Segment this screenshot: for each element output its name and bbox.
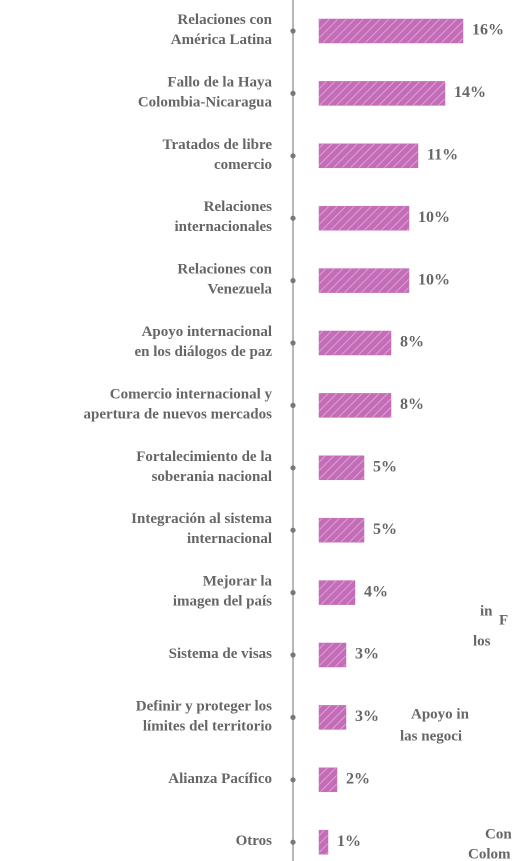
axis-dot	[290, 278, 296, 284]
axis-dot	[290, 777, 296, 783]
bar	[318, 705, 347, 730]
annotation: F	[499, 612, 508, 628]
bar	[318, 268, 410, 293]
axis-dot	[290, 153, 296, 159]
bar	[318, 330, 392, 356]
axis-dot	[290, 465, 296, 471]
category-label: Relaciones con Venezuela	[177, 262, 272, 298]
axis-dot	[290, 215, 296, 221]
bar	[318, 393, 392, 418]
value-label: 11%	[427, 146, 458, 163]
axis-dot	[290, 652, 296, 658]
category-label: Mejorar la imagen del país	[173, 574, 273, 610]
axis-dot	[290, 90, 296, 96]
bar	[318, 580, 356, 605]
value-label: 1%	[337, 833, 361, 850]
value-label: 16%	[472, 22, 504, 39]
bar	[318, 829, 329, 855]
axis-dot	[290, 527, 296, 533]
value-label: 5%	[373, 458, 397, 475]
category-label: Relaciones con América Latina	[171, 12, 273, 48]
value-label: 10%	[418, 271, 450, 288]
value-label: 5%	[373, 521, 397, 538]
category-label: Integración al sistema internacional	[131, 512, 272, 548]
annotation: Colom	[468, 846, 511, 861]
category-label: Fallo de la Haya Colombia-Nicaragua	[138, 75, 273, 111]
annotation: in	[480, 603, 493, 619]
axis-dot	[290, 402, 296, 408]
axis-dot	[290, 340, 296, 346]
annotation: las negoci	[400, 728, 462, 744]
annotation: Con	[485, 826, 512, 842]
bar	[318, 205, 410, 231]
category-label: Comercio internacional y apertura de nuev…	[84, 387, 273, 423]
bar	[318, 767, 338, 793]
value-label: 4%	[364, 583, 388, 600]
annotation: los	[473, 633, 491, 649]
axis-dot	[290, 839, 296, 845]
bar	[318, 517, 365, 543]
bar	[318, 455, 365, 481]
value-label: 8%	[400, 334, 424, 351]
axis-dot	[290, 28, 296, 34]
category-label: Fortalecimiento de la soberania nacional	[136, 449, 272, 485]
category-label: Definir y proteger los límites del territ…	[136, 699, 272, 735]
category-label: Apoyo internacional en los diálogos de pa…	[134, 324, 272, 360]
value-label: 3%	[355, 646, 379, 663]
bar	[318, 642, 347, 668]
category-label: Sistema de visas	[169, 646, 273, 662]
category-label: Alianza Pacífico	[168, 771, 272, 787]
value-label: 2%	[346, 770, 370, 787]
value-label: 14%	[454, 84, 486, 101]
annotation: Apoyo in	[411, 706, 470, 722]
axis-dot	[290, 590, 296, 596]
bar	[318, 143, 419, 169]
bar	[318, 18, 464, 44]
category-label: Relaciones internacionales	[175, 200, 273, 236]
bar	[318, 81, 446, 106]
category-label: Tratados de libre comercio	[163, 137, 273, 173]
value-label: 8%	[400, 396, 424, 413]
category-label: Otros	[236, 834, 273, 850]
axis-dot	[290, 714, 296, 721]
value-label: 10%	[418, 209, 450, 226]
value-label: 3%	[355, 708, 379, 725]
